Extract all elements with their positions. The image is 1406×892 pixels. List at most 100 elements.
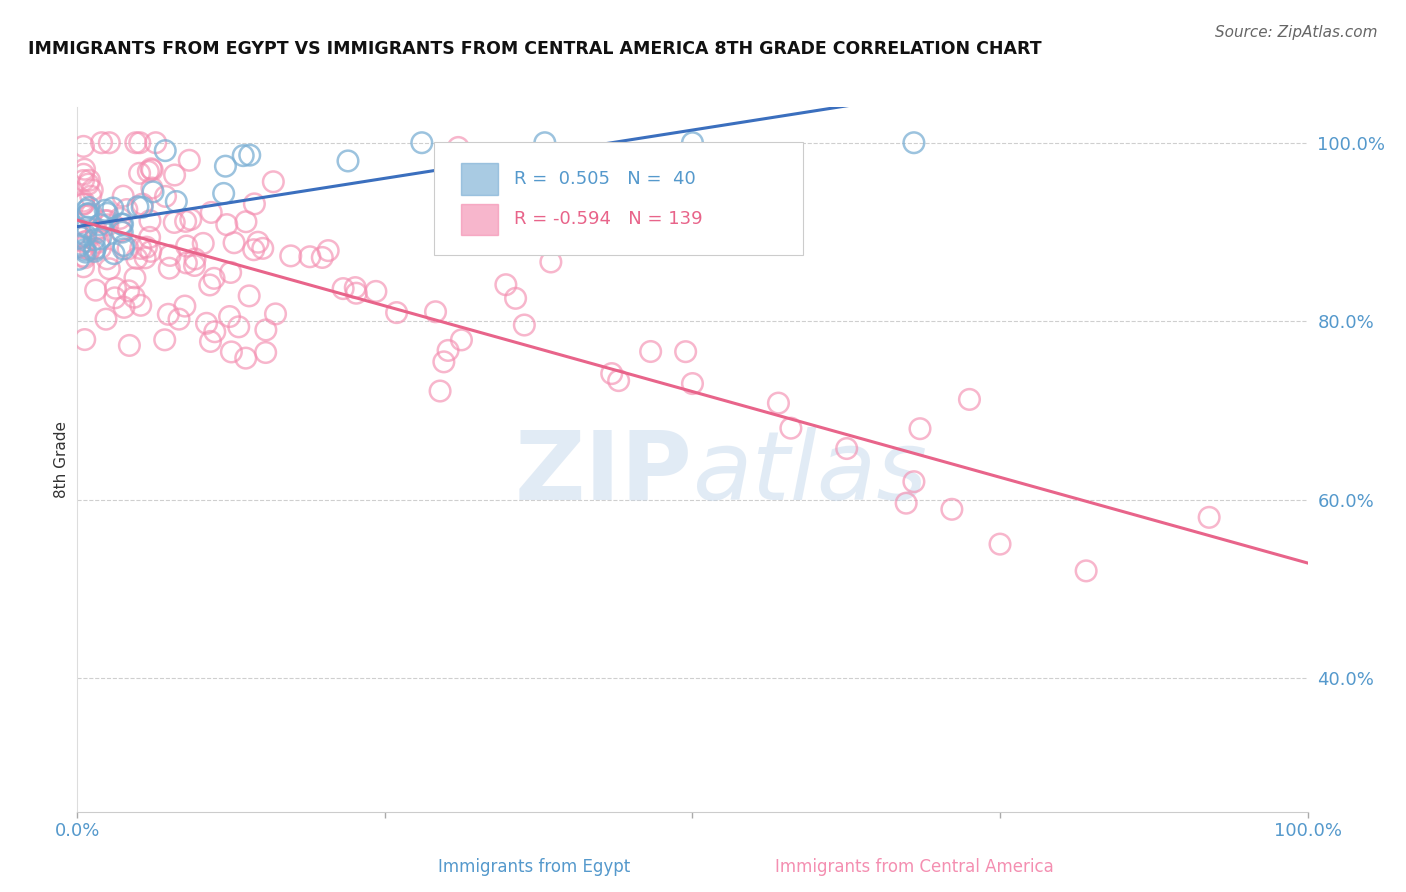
Point [72, 249, 94, 263]
Point [174, 214, 197, 228]
Point [97, 218, 120, 232]
Point [73, 333, 96, 347]
Point [75, 245, 97, 260]
Point [118, 284, 141, 298]
Point [908, 422, 931, 436]
Point [84, 283, 107, 297]
Point [179, 153, 201, 168]
Text: R = -0.594   N = 139: R = -0.594 N = 139 [515, 211, 703, 228]
Point [212, 186, 235, 201]
Point [200, 334, 222, 349]
Point [104, 281, 127, 295]
Point [450, 333, 472, 347]
Point [235, 215, 257, 229]
Point [69, 237, 91, 252]
Point [165, 194, 187, 209]
Point [243, 197, 266, 211]
Point [73, 251, 96, 265]
Point [72, 173, 94, 187]
Point [89, 218, 111, 232]
Point [128, 136, 150, 150]
Point [112, 242, 135, 256]
Point [139, 161, 162, 176]
Point [254, 345, 277, 359]
Point [76, 234, 98, 248]
Text: Immigrants from Central America: Immigrants from Central America [775, 858, 1053, 876]
Point [153, 333, 176, 347]
Point [112, 238, 135, 252]
Point [96, 213, 118, 227]
Point [77, 208, 100, 222]
Point [246, 235, 269, 250]
Point [157, 261, 180, 276]
Point [118, 338, 141, 352]
Point [94, 213, 117, 227]
Point [768, 396, 790, 410]
Point [128, 166, 150, 180]
Point [534, 136, 557, 150]
Point [76, 207, 98, 221]
Point [90, 241, 112, 255]
Point [214, 159, 236, 173]
Point [219, 265, 242, 279]
Point [117, 242, 139, 256]
Point [385, 305, 408, 319]
Point [184, 252, 207, 266]
Point [84, 222, 107, 236]
Point [72, 194, 94, 209]
Point [98, 136, 121, 150]
Point [332, 282, 354, 296]
Point [159, 248, 181, 262]
Point [142, 185, 165, 199]
Point [835, 442, 858, 456]
Point [254, 323, 277, 337]
Point [344, 286, 367, 301]
Point [108, 211, 131, 226]
Point [111, 217, 134, 231]
Point [103, 246, 125, 260]
Point [429, 384, 451, 398]
Point [337, 153, 360, 168]
Point [193, 236, 215, 251]
Point [80, 207, 103, 221]
FancyBboxPatch shape [434, 142, 803, 255]
Point [127, 200, 149, 214]
Point [110, 224, 132, 238]
Point [145, 136, 167, 150]
Point [139, 213, 162, 227]
Point [122, 290, 145, 304]
Point [69, 230, 91, 244]
Point [183, 259, 205, 273]
Point [202, 271, 225, 285]
Point [411, 136, 433, 150]
Point [540, 255, 562, 269]
Text: IMMIGRANTS FROM EGYPT VS IMMIGRANTS FROM CENTRAL AMERICA 8TH GRADE CORRELATION C: IMMIGRANTS FROM EGYPT VS IMMIGRANTS FROM… [28, 40, 1042, 58]
Point [264, 307, 287, 321]
Point [89, 232, 111, 246]
Point [94, 312, 117, 326]
Point [298, 250, 321, 264]
Point [155, 144, 177, 158]
Point [780, 421, 803, 435]
Point [675, 344, 697, 359]
Point [73, 243, 96, 257]
Point [228, 319, 250, 334]
Point [72, 196, 94, 211]
Point [280, 249, 302, 263]
Point [135, 240, 157, 254]
Point [682, 376, 704, 391]
Point [69, 239, 91, 253]
Point [139, 244, 162, 259]
Point [155, 189, 177, 203]
Point [131, 200, 153, 214]
Point [129, 242, 152, 256]
Point [163, 215, 186, 229]
Point [96, 252, 118, 266]
Point [124, 271, 146, 285]
Point [252, 241, 274, 255]
Point [112, 301, 135, 315]
Point [262, 175, 284, 189]
Point [176, 256, 198, 270]
Point [125, 252, 148, 266]
Y-axis label: 8th Grade: 8th Grade [53, 421, 69, 498]
